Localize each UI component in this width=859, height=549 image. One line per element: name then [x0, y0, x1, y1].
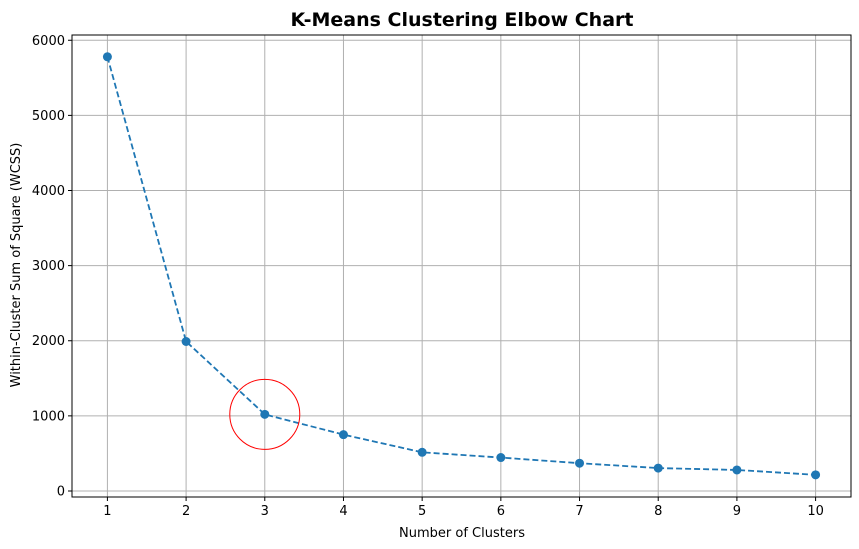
x-tick-label: 1	[103, 504, 111, 519]
chart-title: K-Means Clustering Elbow Chart	[291, 9, 634, 31]
x-tick-label: 4	[339, 504, 347, 519]
data-point	[575, 458, 585, 468]
x-tick-label: 3	[261, 504, 269, 519]
grid-lines	[72, 35, 851, 497]
series-line	[106, 56, 816, 476]
y-tick-label: 6000	[32, 34, 65, 49]
y-tick-label: 4000	[32, 184, 65, 199]
y-tick-label: 3000	[32, 259, 65, 274]
y-tick-label: 0	[57, 484, 65, 499]
data-point	[653, 463, 663, 473]
y-tick-label: 2000	[32, 334, 65, 349]
data-point	[732, 465, 742, 475]
x-tick-label: 6	[497, 504, 505, 519]
y-tick-label: 1000	[32, 409, 65, 424]
annotations	[229, 378, 301, 450]
axes: 1 2 3 4 5 6 7 8 9 10 0 1000 2000 3000 4000 5000 6000	[32, 34, 852, 519]
x-tick-label: 10	[807, 504, 824, 519]
x-tick-label: 8	[654, 504, 662, 519]
y-axis-label: Within-Cluster Sum of Square (WCSS)	[9, 143, 24, 388]
data-point	[260, 409, 270, 419]
plot-frame	[71, 34, 852, 498]
x-tick-label: 7	[575, 504, 583, 519]
data-point	[417, 447, 427, 457]
data-point	[811, 470, 821, 480]
data-point	[338, 430, 348, 440]
y-tick-label: 5000	[32, 109, 65, 124]
x-tick-label: 2	[182, 504, 190, 519]
data-series	[102, 52, 821, 480]
x-tick-label: 5	[418, 504, 426, 519]
data-point	[496, 453, 506, 463]
data-point	[102, 52, 112, 62]
x-axis-label: Number of Clusters	[399, 526, 525, 541]
elbow-highlight-circle	[229, 378, 301, 450]
x-tick-label: 9	[733, 504, 741, 519]
data-point	[181, 336, 191, 346]
